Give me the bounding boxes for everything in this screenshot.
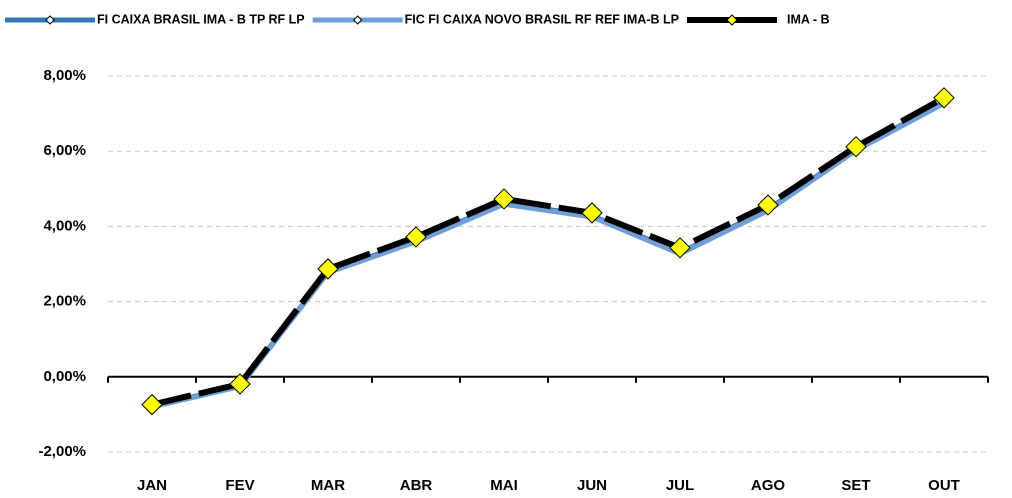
legend-marker: [45, 15, 55, 25]
data-point: [845, 135, 867, 158]
data-point: [229, 373, 251, 395]
x-tick-label: MAR: [311, 477, 345, 494]
x-tick-label: FEV: [225, 477, 254, 494]
x-tick-label: ABR: [400, 477, 433, 494]
y-tick-label: 8,00%: [43, 67, 86, 84]
data-point: [757, 194, 779, 216]
y-tick-label: 6,00%: [43, 142, 86, 159]
data-point: [581, 202, 603, 224]
series-line: [151, 95, 946, 408]
legend-label: IMA - B: [787, 12, 830, 26]
data-point: [141, 393, 163, 416]
data-point: [493, 188, 515, 210]
x-tick-label: JAN: [137, 477, 167, 494]
data-point: [317, 258, 339, 280]
data-point: [933, 87, 955, 109]
y-tick-label: 2,00%: [43, 293, 86, 310]
data-point: [405, 226, 427, 248]
legend-marker: [726, 14, 738, 26]
y-tick-label: 0,00%: [43, 368, 86, 385]
data-point: [669, 237, 691, 259]
x-tick-label: JUN: [577, 477, 607, 494]
legend-marker: [352, 15, 363, 25]
y-tick-label: -2,00%: [38, 443, 86, 460]
series-line: [151, 101, 946, 410]
series-line: [151, 100, 946, 409]
legend-label: FIC FI CAIXA NOVO BRASIL RF REF IMA-B LP: [405, 12, 679, 26]
x-tick-label: OUT: [928, 477, 960, 494]
legend-label: FI CAIXA BRASIL IMA - B TP RF LP: [97, 12, 305, 26]
y-tick-label: 4,00%: [43, 217, 86, 234]
x-tick-label: MAI: [490, 477, 518, 494]
x-tick-label: SET: [841, 477, 870, 494]
x-tick-label: JUL: [666, 477, 694, 494]
x-tick-label: AGO: [751, 477, 786, 494]
